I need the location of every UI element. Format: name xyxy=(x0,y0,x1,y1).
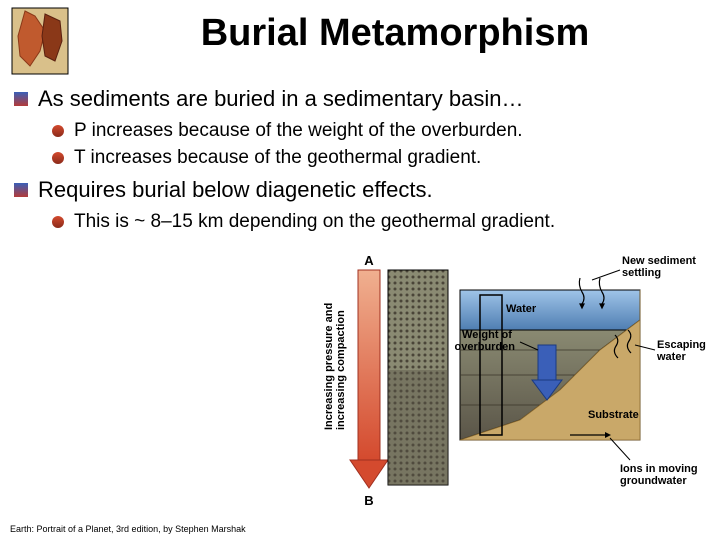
circle-bullet-icon xyxy=(52,216,64,228)
square-bullet-icon xyxy=(14,183,28,197)
circle-bullet-icon xyxy=(52,152,64,164)
bullet-1: As sediments are buried in a sedimentary… xyxy=(14,85,706,113)
footer-citation: Earth: Portrait of a Planet, 3rd edition… xyxy=(10,524,246,534)
bullet-text: This is ~ 8–15 km depending on the geoth… xyxy=(74,210,555,234)
pressure-arrow-icon xyxy=(350,270,388,488)
label-ions: Ions in moving groundwater xyxy=(620,463,701,487)
svg-text:Increasing pressure and in: Increasing pressure and increasing compa… xyxy=(323,300,347,430)
label-b: B xyxy=(364,493,373,508)
burial-diagram: Increasing pressure and increasing compa… xyxy=(320,250,710,510)
label-escaping: Escaping water xyxy=(656,339,709,363)
label-substrate: Substrate xyxy=(588,409,639,421)
corner-icon xyxy=(10,6,70,76)
slide-title: Burial Metamorphism xyxy=(90,12,700,55)
bullet-1a: P increases because of the weight of the… xyxy=(52,119,706,143)
bullet-1b: T increases because of the geothermal gr… xyxy=(52,146,706,170)
bullet-text: Requires burial below diagenetic effects… xyxy=(38,176,433,204)
label-weight: Weight of overburden xyxy=(454,329,515,353)
square-bullet-icon xyxy=(14,92,28,106)
side-label-2: increasing compaction xyxy=(335,310,347,430)
label-new-sediment: New sediment settling xyxy=(622,255,699,279)
bullet-text: P increases because of the weight of the… xyxy=(74,119,523,143)
label-water: Water xyxy=(506,303,537,315)
bullet-text: As sediments are buried in a sedimentary… xyxy=(38,85,523,113)
bullet-2a: This is ~ 8–15 km depending on the geoth… xyxy=(52,210,706,234)
bullet-text: T increases because of the geothermal gr… xyxy=(74,146,481,170)
circle-bullet-icon xyxy=(52,125,64,137)
side-label-1: Increasing pressure and xyxy=(323,303,335,430)
label-a: A xyxy=(364,253,374,268)
bullet-2: Requires burial below diagenetic effects… xyxy=(14,176,706,204)
content-area: As sediments are buried in a sedimentary… xyxy=(14,85,706,237)
